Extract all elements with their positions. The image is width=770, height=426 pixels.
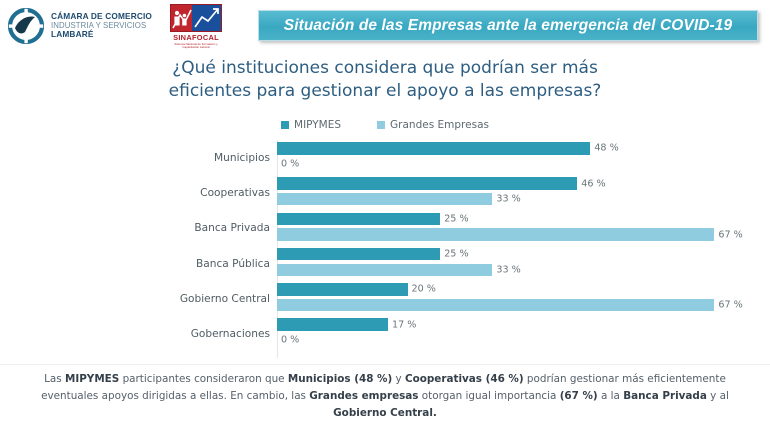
category-label: Banca Privada — [194, 222, 270, 235]
horizontal-bar-chart: Municipios 48 % 0 % Cooperativas 46 % 33 % Ban… — [0, 140, 770, 358]
bar-grandes-empresas[interactable] — [277, 298, 715, 312]
sinafocal-chart-icon — [170, 4, 222, 32]
bar-value-label: 33 % — [496, 264, 521, 276]
footnote-emphasis: (67 %) — [559, 389, 598, 402]
chart-category-row: Cooperativas 46 % 33 % — [0, 175, 770, 210]
footnote-segment: y al — [706, 389, 729, 402]
chamber-of-commerce-logo: CÁMARA DE COMERCIO INDUSTRIA Y SERVICIOS… — [7, 7, 153, 45]
bar-slot: 67 % — [277, 228, 770, 241]
footnote-segment: Las — [44, 373, 65, 385]
footnote-emphasis: MIPYMES — [64, 373, 120, 385]
bar-grandes-empresas[interactable] — [277, 192, 493, 206]
category-bar-group: 20 % 67 % — [277, 283, 770, 314]
footnote-emphasis: Cooperativas (46 %) — [404, 373, 524, 385]
bar-slot: 46 % — [277, 177, 770, 190]
legend-item-mipymes[interactable]: MIPYMES — [281, 119, 341, 131]
footer-divider — [0, 364, 770, 365]
category-bar-group: 48 % 0 % — [277, 142, 770, 173]
chart-legend: MIPYMES Grandes Empresas — [0, 119, 770, 131]
bar-slot: 33 % — [277, 263, 770, 277]
footnote-segment: participantes consideraron que — [119, 373, 288, 385]
legend-label: MIPYMES — [294, 119, 342, 131]
chart-category-row: Banca Privada 25 % 67 % — [0, 211, 770, 246]
bar-slot: 67 % — [277, 298, 770, 312]
legend-item-grandes-empresas[interactable]: Grandes Empresas — [377, 119, 489, 131]
category-label: Gobierno Central — [179, 292, 270, 305]
bar-mipymes[interactable] — [277, 142, 591, 155]
chart-category-row: Gobierno Central 20 % 67 % — [0, 281, 770, 316]
chart-category-row: Municipios 48 % 0 % — [0, 140, 770, 175]
bar-value-label: 20 % — [411, 283, 436, 295]
category-label: Cooperativas — [200, 186, 270, 199]
bar-mipymes[interactable] — [277, 283, 408, 296]
bar-value-label: 33 % — [496, 193, 521, 205]
chart-category-row: Gobernaciones 17 % 0 % — [0, 316, 770, 351]
chamber-logo-line3: LAMBARÉ — [51, 29, 94, 40]
bar-value-label: 46 % — [581, 178, 606, 190]
bar-slot: 0 % — [277, 158, 770, 171]
question-heading: ¿Qué instituciones considera que podrían… — [168, 58, 602, 101]
bar-slot: 20 % — [277, 283, 770, 296]
category-label: Gobernaciones — [190, 328, 270, 341]
bar-value-label: 0 % — [281, 334, 300, 346]
legend-label: Grandes Empresas — [390, 119, 489, 131]
chart-category-row: Banca Pública 25 % 33 % — [0, 246, 770, 281]
footnote-emphasis: Municipios (48 %) — [287, 373, 393, 385]
bar-value-label: 17 % — [391, 319, 417, 331]
category-bar-group: 25 % 67 % — [277, 212, 770, 244]
bar-value-label: 0 % — [281, 158, 300, 170]
bar-slot: 48 % — [277, 142, 770, 155]
footnote-emphasis: Grandes empresas — [309, 389, 419, 402]
footnote-segment: podrían gestionar más eficientemente eve… — [41, 373, 726, 402]
bar-value-label: 25 % — [444, 213, 469, 225]
bar-value-label: 25 % — [444, 248, 469, 260]
sinafocal-logo: SINAFOCAL Sistema Nacional de Formación … — [170, 4, 222, 50]
footnote-segment: y — [392, 373, 405, 385]
category-label: Banca Pública — [195, 257, 270, 270]
chamber-globe-icon — [7, 7, 45, 45]
category-bar-group: 25 % 33 % — [277, 247, 770, 279]
legend-swatch-icon — [281, 121, 290, 129]
category-bar-group: 46 % 33 % — [277, 177, 770, 208]
sinafocal-name: SINAFOCAL — [173, 33, 219, 42]
bar-slot: 25 % — [277, 247, 770, 261]
bar-slot: 25 % — [277, 212, 770, 226]
presentation-title-banner: Situación de las Empresas ante la emerge… — [258, 10, 758, 41]
chamber-logo-line2: INDUSTRIA Y SERVICIOS — [51, 20, 147, 30]
bar-slot: 0 % — [277, 334, 770, 347]
slide-header: CÁMARA DE COMERCIO INDUSTRIA Y SERVICIOS… — [0, 0, 770, 52]
bar-value-label: 67 % — [718, 229, 743, 241]
footnote-text: Las MIPYMES participantes consideraron q… — [30, 371, 740, 422]
bar-grandes-empresas[interactable] — [277, 228, 715, 241]
bar-grandes-empresas[interactable] — [277, 263, 493, 277]
footnote-segment: a la — [597, 389, 624, 402]
footnote-emphasis: Gobierno Central. — [333, 406, 437, 419]
bar-mipymes[interactable] — [277, 177, 578, 190]
presentation-title: Situación de las Empresas ante la emerge… — [283, 16, 733, 34]
bar-value-label: 67 % — [718, 299, 743, 311]
sinafocal-subtitle: Sistema Nacional de Formación y Capacita… — [174, 41, 218, 50]
category-bar-group: 17 % 0 % — [277, 318, 770, 349]
legend-swatch-icon — [377, 121, 386, 129]
bar-slot: 17 % — [277, 318, 770, 331]
category-label: Municipios — [214, 151, 270, 164]
bar-mipymes[interactable] — [277, 247, 441, 261]
bar-slot: 33 % — [277, 192, 770, 206]
bar-mipymes[interactable] — [277, 212, 441, 226]
footnote-emphasis: Banca Privada — [623, 389, 707, 402]
bar-mipymes[interactable] — [277, 318, 388, 331]
bar-value-label: 48 % — [594, 142, 619, 154]
footnote-segment: otorgan igual importancia — [418, 389, 560, 402]
chamber-logo-line1: CÁMARA DE COMERCIO — [51, 11, 153, 22]
